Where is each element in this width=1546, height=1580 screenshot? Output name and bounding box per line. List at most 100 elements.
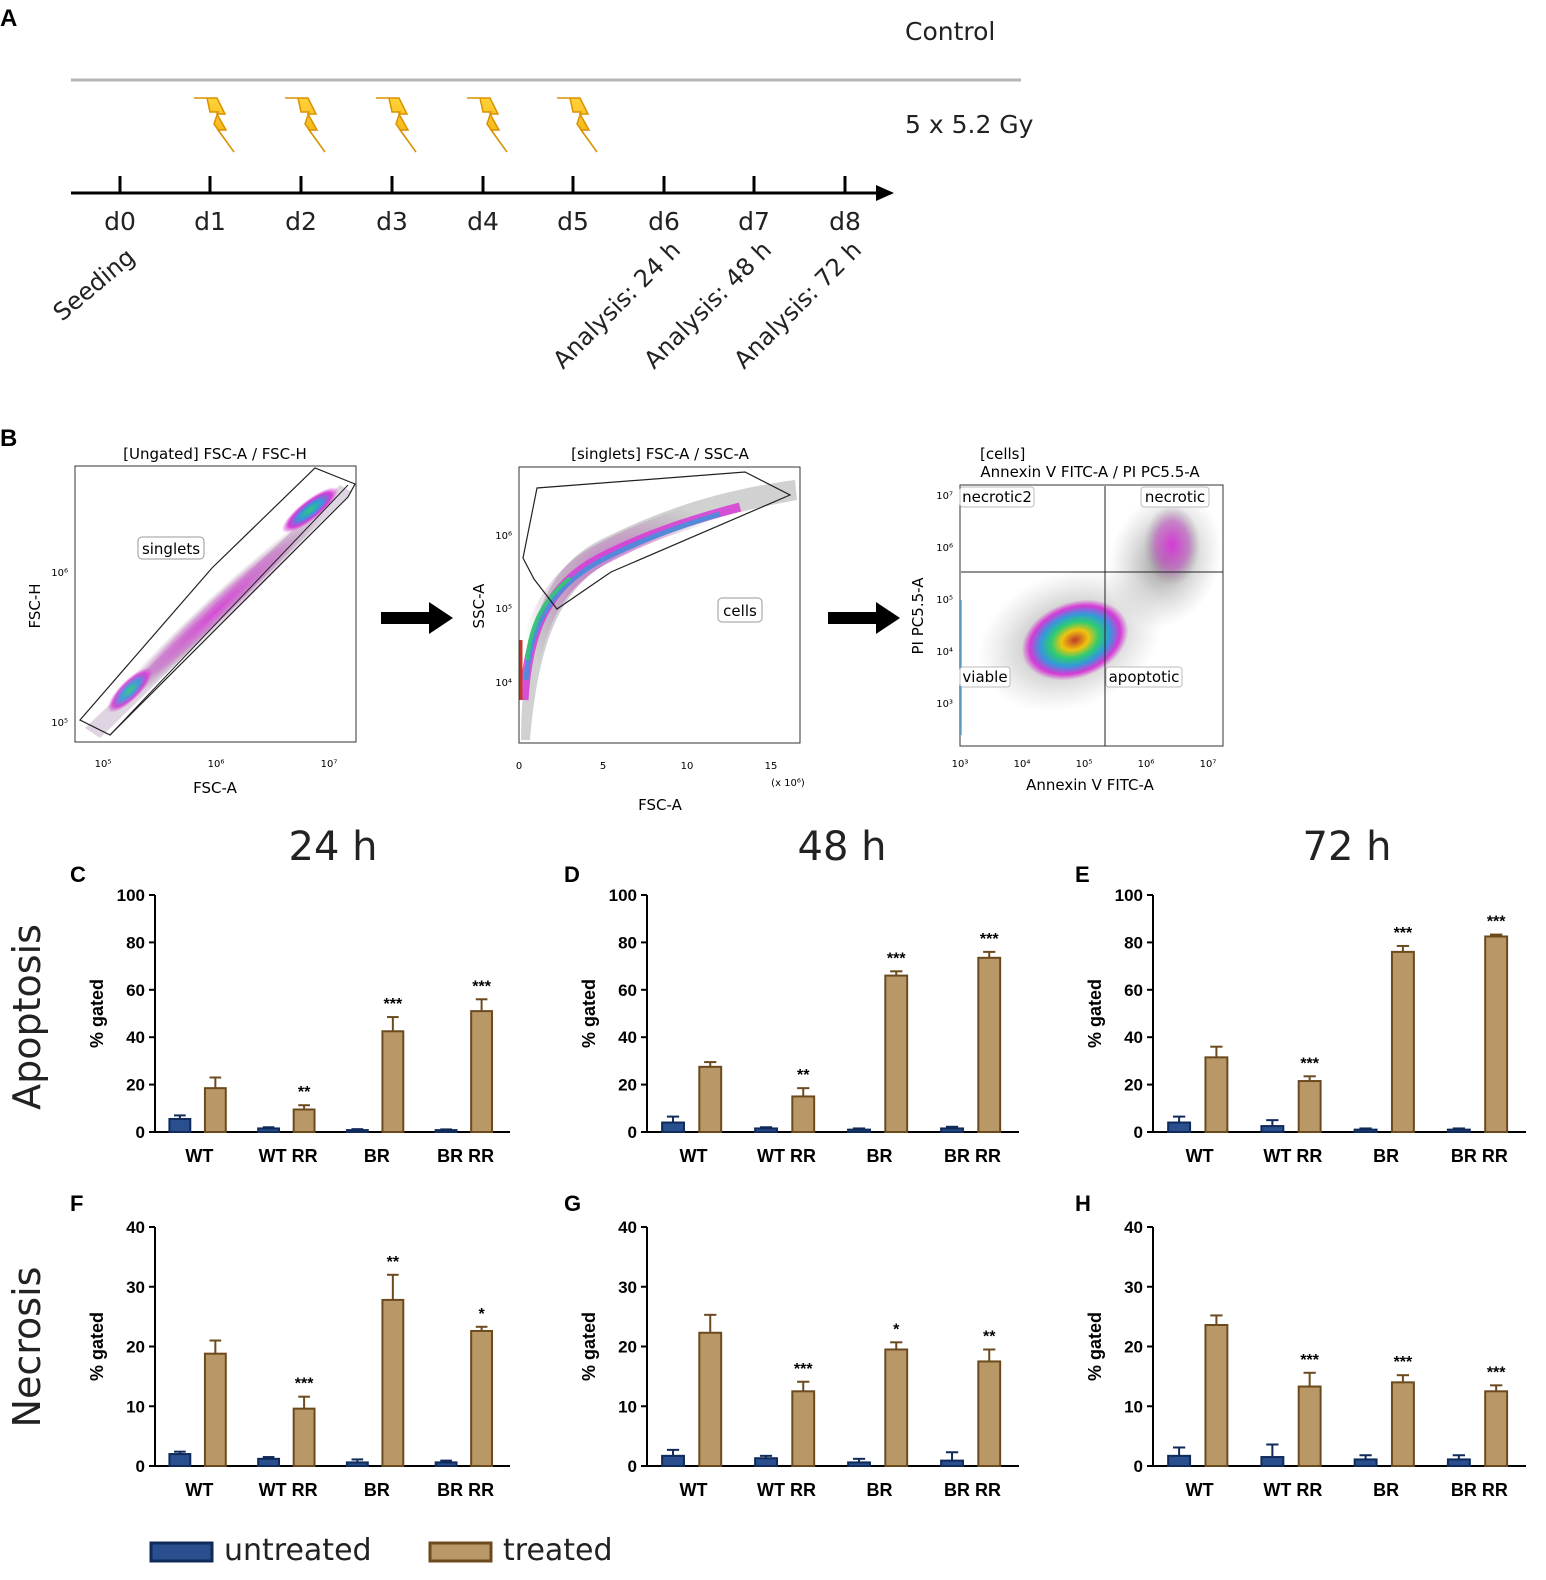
significance-marker: ***: [1487, 914, 1506, 931]
y-axis-label: % gated: [87, 1312, 107, 1381]
y-tick-label: 100: [1115, 886, 1143, 905]
y-tick-label: 20: [1124, 1338, 1143, 1357]
flow-arrow-1: [381, 602, 453, 634]
flow3-ytick: 10⁷: [936, 491, 953, 502]
bar-treated: [381, 1030, 405, 1134]
panel-a: A Control 5 x 5.2 Gy d0 d1 d2 d3 d4 d5 d6 d7 d8 …: [0, 5, 1034, 374]
y-tick-label: 20: [618, 1076, 637, 1095]
significance-marker: ***: [1300, 1055, 1319, 1072]
bar-treated: [381, 1298, 405, 1468]
significance-marker: **: [387, 1254, 400, 1271]
bar-untreated: [345, 1129, 369, 1134]
y-tick-label: 20: [126, 1076, 145, 1095]
bar-treated: [203, 1087, 227, 1134]
y-tick-label: 40: [126, 1028, 145, 1047]
category-label: WT: [1186, 1480, 1214, 1500]
bar-untreated: [345, 1461, 369, 1468]
bar-untreated: [847, 1461, 871, 1468]
category-label: BR: [867, 1146, 893, 1166]
bar-treated: [1204, 1056, 1229, 1133]
flow-plot-ssc: [singlets] FSC-A / SSC-A cells 0 5 10 15…: [470, 445, 805, 814]
row-label-apoptosis: Apoptosis: [5, 924, 49, 1110]
flow3-xlabel: Annexin V FITC-A: [1026, 776, 1154, 794]
flow3-xtick: 10⁷: [1200, 759, 1217, 770]
timeline-days: d0 d1 d2 d3 d4 d5 d6 d7 d8: [104, 176, 861, 236]
panel-letter-e: E: [1075, 862, 1090, 887]
category-label: WT RR: [757, 1146, 816, 1166]
flow2-xtick: 10: [681, 761, 694, 772]
panel-letter-a: A: [0, 5, 17, 32]
flow2-title: [singlets] FSC-A / SSC-A: [571, 445, 749, 463]
quadrant-viable: viable: [962, 668, 1007, 686]
day-label-d2: d2: [285, 207, 317, 236]
bar-untreated: [1260, 1125, 1285, 1133]
day-label-d3: d3: [376, 207, 408, 236]
lightning-bolt-icon: [194, 97, 235, 153]
bar-chart-f: 0 10 20 30 40 % gated WT *** WT RR ** BR * BR RR: [87, 1218, 510, 1500]
bar-treated: [292, 1108, 316, 1133]
y-tick-label: 0: [628, 1457, 637, 1476]
category-label: WT: [680, 1480, 708, 1500]
quadrant-necrotic2: necrotic2: [962, 488, 1032, 506]
bar-untreated: [1167, 1121, 1192, 1134]
flow3-title-2: Annexin V FITC-A / PI PC5.5-A: [980, 463, 1200, 481]
y-tick-label: 10: [1124, 1397, 1143, 1416]
significance-marker: ***: [1394, 1354, 1413, 1371]
flow3-xtick: 10⁴: [1014, 759, 1031, 770]
y-axis-label: % gated: [1085, 979, 1105, 1048]
panel-letter-b: B: [0, 425, 17, 452]
category-label: WT RR: [1263, 1480, 1322, 1500]
flow1-title: [Ungated] FSC-A / FSC-H: [123, 445, 307, 463]
flow1-xtick: 10⁶: [208, 759, 225, 770]
bar-untreated: [1446, 1128, 1471, 1134]
bar-untreated: [434, 1461, 458, 1468]
bar-untreated: [1167, 1454, 1192, 1468]
y-tick-label: 80: [618, 933, 637, 952]
flow3-ytick: 10⁶: [936, 543, 953, 554]
bar-chart-c: 0 20 40 60 80 100 % gated WT ** WT RR *** BR *** BR R…: [87, 886, 510, 1166]
bar-untreated: [661, 1454, 685, 1468]
flow3-ytick: 10⁵: [936, 595, 953, 606]
flow3-ytick: 10⁴: [936, 647, 953, 658]
day-label-d1: d1: [194, 207, 226, 236]
bar-untreated: [1446, 1458, 1471, 1467]
y-tick-label: 10: [618, 1397, 637, 1416]
y-tick-label: 20: [1124, 1076, 1143, 1095]
y-axis-label: % gated: [87, 979, 107, 1048]
flow3-title-1: [cells]: [980, 445, 1025, 463]
flow2-ytick: 10⁴: [495, 678, 512, 689]
quadrant-apoptotic: apoptotic: [1109, 668, 1180, 686]
flow1-xtick: 10⁷: [321, 759, 338, 770]
category-label: BR RR: [437, 1146, 494, 1166]
bar-treated: [1297, 1385, 1322, 1467]
y-tick-label: 40: [618, 1218, 637, 1237]
bar-treated: [1484, 1390, 1509, 1467]
significance-marker: ***: [295, 1376, 314, 1393]
y-tick-label: 40: [126, 1218, 145, 1237]
y-tick-label: 40: [618, 1028, 637, 1047]
significance-marker: ***: [1394, 925, 1413, 942]
y-tick-label: 0: [1134, 1123, 1143, 1142]
category-label: WT RR: [1263, 1146, 1322, 1166]
bar-treated: [1390, 1381, 1415, 1467]
y-tick-label: 20: [618, 1338, 637, 1357]
y-tick-label: 0: [136, 1123, 145, 1142]
significance-marker: **: [797, 1067, 810, 1084]
bar-treated: [470, 1010, 494, 1134]
significance-marker: ***: [1300, 1352, 1319, 1369]
bar-untreated: [168, 1453, 192, 1468]
flow1-xtick: 10⁵: [95, 759, 112, 770]
category-label: WT RR: [259, 1480, 318, 1500]
flow2-xtick: 15: [765, 761, 778, 772]
y-tick-label: 0: [136, 1457, 145, 1476]
lightning-bolt-icon: [557, 97, 598, 153]
y-axis-label: % gated: [579, 979, 599, 1048]
significance-marker: ***: [384, 996, 403, 1013]
y-tick-label: 30: [126, 1278, 145, 1297]
bar-untreated: [1260, 1456, 1285, 1467]
category-label: WT RR: [757, 1480, 816, 1500]
row-label-necrosis: Necrosis: [5, 1267, 49, 1428]
y-tick-label: 100: [609, 886, 637, 905]
lightning-bolt-icon: [376, 97, 417, 153]
